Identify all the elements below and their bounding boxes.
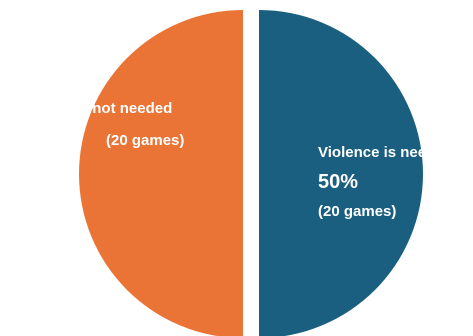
slice-count-needed: (20 games) bbox=[318, 203, 396, 220]
pie-slice-0 bbox=[259, 10, 423, 336]
slice-percent-needed: 50% bbox=[318, 171, 358, 193]
pie-slice-1 bbox=[79, 10, 243, 336]
slice-count-not-needed: (20 games) bbox=[106, 132, 184, 149]
slice-label-needed: Violence is needed bbox=[318, 144, 453, 161]
slice-label-not-needed: Violence is not needed bbox=[10, 100, 172, 117]
pie-slices bbox=[79, 10, 423, 336]
